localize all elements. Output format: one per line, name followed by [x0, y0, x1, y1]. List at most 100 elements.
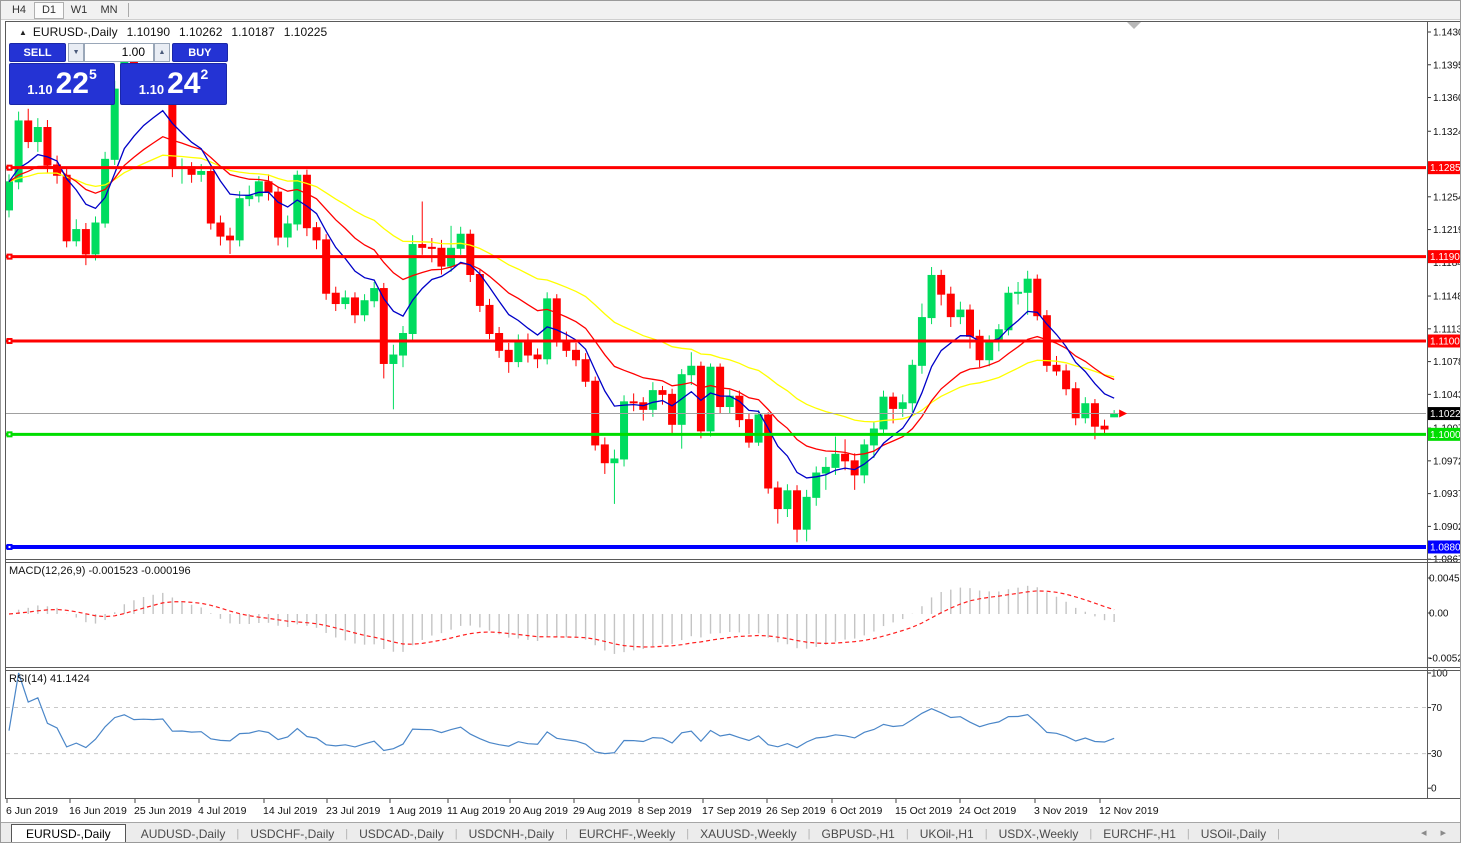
current-price-label: 1.10225: [1430, 409, 1461, 420]
macd-signal-line: [8, 590, 1115, 648]
candle-body: [33, 127, 42, 143]
candle-body: [331, 292, 340, 305]
buy-button[interactable]: BUY: [171, 43, 228, 62]
timeframe-toolbar: H4 D1 W1 MN: [1, 1, 1460, 20]
macd-separator-bottom[interactable]: [5, 562, 1460, 563]
tab-ukoil-h1[interactable]: UKOil-,H1: [919, 826, 974, 841]
tab-eurusd-daily[interactable]: EURUSD-,Daily: [11, 823, 126, 842]
candle-body: [937, 274, 946, 295]
buy-price-panel[interactable]: 1.10 24 2: [120, 63, 227, 105]
time-axis-label: 4 Jul 2019: [198, 805, 247, 817]
candle-body: [226, 235, 235, 241]
time-axis-label: 24 Oct 2019: [959, 805, 1016, 817]
tab-scroll-right-icon[interactable]: ▸: [1440, 827, 1446, 839]
chart-shift-marker[interactable]: [1127, 22, 1141, 29]
candle-body: [245, 195, 254, 200]
macd-separator-top[interactable]: [5, 559, 1460, 560]
candle-body: [754, 414, 763, 443]
candle-body: [1081, 403, 1090, 419]
rsi-separator-bottom[interactable]: [5, 670, 1460, 671]
collapse-triangle-icon[interactable]: ▲: [19, 27, 27, 37]
candle-body: [81, 229, 90, 255]
tab-separator: |: [1277, 827, 1280, 840]
candle-body: [831, 453, 840, 468]
timeframe-button-d1[interactable]: D1: [34, 1, 64, 19]
tab-scroll-left-icon[interactable]: ◂: [1420, 827, 1427, 839]
volume-increase-button[interactable]: ▲: [154, 43, 170, 62]
tab-usoil-daily[interactable]: USOil-,Daily: [1200, 826, 1267, 841]
price-axis-label: 1.12540: [1433, 192, 1461, 203]
candle-body: [1100, 425, 1109, 430]
candle-body: [91, 222, 100, 255]
price-axis-label: 1.09370: [1433, 489, 1461, 500]
candle-body: [821, 466, 830, 474]
sell-price-panel[interactable]: 1.10 22 5: [9, 63, 115, 105]
candle-body: [668, 393, 677, 425]
buy-price-sup: 2: [200, 66, 209, 82]
tab-separator: |: [807, 827, 811, 840]
current-price-label-box: [1428, 407, 1460, 421]
chart-tab-bar: EURUSD-,Daily AUDUSD-,Daily | USDCHF-,Da…: [1, 822, 1460, 842]
tab-gbpusd-h1[interactable]: GBPUSD-,H1: [821, 826, 895, 841]
line-price-label-box: [1428, 334, 1460, 348]
tab-usdcad-daily[interactable]: USDCAD-,Daily: [359, 826, 444, 841]
candle-body: [581, 359, 590, 382]
candle-body: [1062, 370, 1071, 390]
time-axis-label: 6 Oct 2019: [831, 805, 883, 817]
volume-decrease-button[interactable]: ▼: [68, 43, 84, 62]
macd-axis-label: -0.0052050: [1429, 654, 1461, 665]
candle-body: [610, 458, 619, 464]
tab-usdcnh-daily[interactable]: USDCNH-,Daily: [468, 826, 554, 841]
line-price-label: 1.10003: [1430, 430, 1461, 441]
candle-body: [1004, 292, 1013, 331]
candle-body: [254, 181, 263, 197]
tab-usdx-weekly[interactable]: USDX-,Weekly: [998, 826, 1079, 841]
candle-body: [908, 364, 917, 404]
line-price-label-box: [1428, 161, 1460, 175]
tab-eurchf-weekly[interactable]: EURCHF-,Weekly: [578, 826, 676, 841]
candle-body: [302, 174, 311, 229]
price-axis-label: 1.10780: [1433, 357, 1461, 368]
tab-usdchf-daily[interactable]: USDCHF-,Daily: [250, 826, 335, 841]
candle-body: [966, 309, 974, 337]
timeframe-button-w1[interactable]: W1: [70, 4, 88, 16]
timeframe-button-h4[interactable]: H4: [11, 4, 27, 16]
rsi-axis-label: 100: [1431, 669, 1448, 680]
candle-body: [427, 246, 436, 249]
candle-body: [946, 293, 955, 318]
tab-scroll-controls: ◂ ▸: [1421, 826, 1446, 839]
candle-body: [687, 365, 696, 376]
tab-separator: |: [984, 827, 988, 840]
buy-price-big: 24: [167, 67, 201, 100]
time-axis-label: 14 Jul 2019: [263, 805, 317, 817]
tab-xauusd-weekly[interactable]: XAUUSD-,Weekly: [700, 826, 797, 841]
candle-body: [658, 390, 667, 395]
candle-body: [793, 490, 802, 530]
volume-input[interactable]: 1.00: [83, 43, 155, 62]
candle-body: [14, 120, 23, 183]
candle-body: [379, 288, 388, 364]
time-axis-label: 26 Sep 2019: [766, 805, 826, 817]
chart-left-border: [5, 21, 6, 799]
rsi-line: [8, 672, 1115, 755]
tab-audusd-daily[interactable]: AUDUSD-,Daily: [140, 826, 226, 841]
candle-body: [43, 127, 52, 166]
line-price-label-box: [1428, 250, 1460, 264]
chart-background: [1, 21, 1460, 821]
macd-axis-label: 0.004536: [1429, 574, 1461, 585]
tab-eurchf-h1[interactable]: EURCHF-,H1: [1103, 826, 1176, 841]
candle-body: [389, 354, 398, 364]
candle-body: [812, 472, 821, 498]
line-price-label-box: [1428, 540, 1460, 554]
price-axis-border: [1427, 21, 1428, 799]
candle-body: [744, 419, 753, 443]
rsi-separator-top[interactable]: [5, 667, 1460, 668]
sell-button[interactable]: SELL: [9, 43, 67, 62]
candle-body: [1014, 291, 1023, 294]
timeframe-button-mn[interactable]: MN: [100, 4, 118, 16]
candle-body: [408, 244, 417, 334]
candle-body: [475, 274, 484, 306]
candle-body: [841, 453, 850, 462]
